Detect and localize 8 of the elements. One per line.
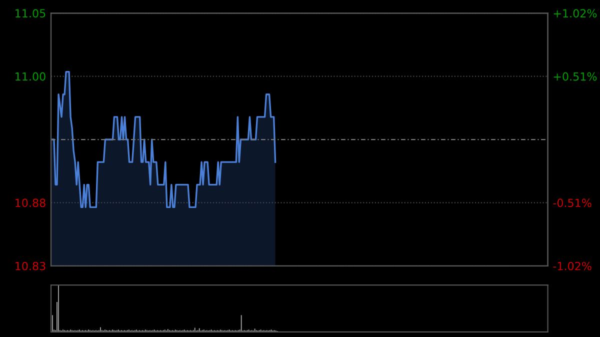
y2-tick-label: -1.02% xyxy=(553,262,592,270)
y-tick-label: 11.05 xyxy=(16,9,46,18)
y-tick-label: 10.88 xyxy=(16,198,46,208)
y2-tick-label: -0.51% xyxy=(553,198,592,208)
y-tick-label: 11.00 xyxy=(16,72,46,81)
y2-tick-label: +0.51% xyxy=(554,72,597,81)
y2-tick-label: +1.02% xyxy=(554,9,597,18)
y-tick-label: 10.83 xyxy=(16,262,46,270)
